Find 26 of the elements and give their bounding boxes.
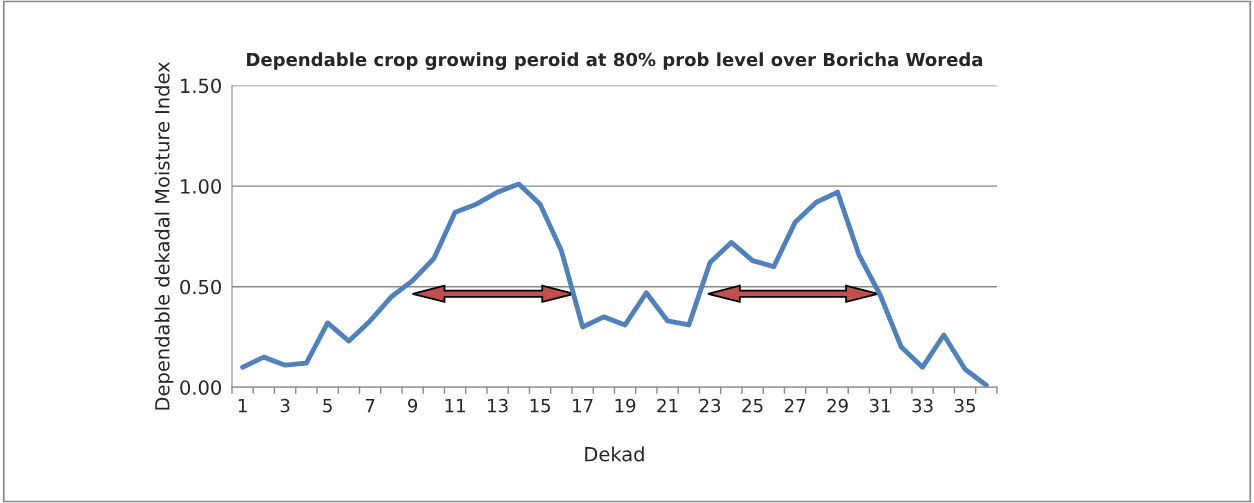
x-tick-label: 27 [784,398,806,413]
x-tick-label: 35 [954,398,975,413]
x-tick-label: 11 [445,398,465,413]
y-tick-label: 1.00 [181,179,221,194]
y-tick-label: 0.50 [180,279,221,295]
x-tick-label: 19 [615,398,636,413]
x-tick-label: 7 [365,398,375,413]
y-tick-label: 1.50 [181,78,221,94]
x-tick-label: 23 [699,398,721,413]
x-tick-label: 5 [323,398,332,413]
x-tick-label: 13 [488,398,508,413]
x-tick-label: 33 [912,398,933,413]
chart-title: Dependable crop growing peroid at 80% prob level over Boricha Woreda [247,52,983,70]
y-axis-title: Dependable dekadal Moisture Index [154,62,174,410]
x-tick-label: 9 [407,398,418,413]
x-tick-label: 17 [573,398,593,413]
x-tick-label: 25 [742,398,763,413]
x-tick-label: 31 [869,398,890,413]
y-tick-label: 0.00 [180,380,221,395]
x-tick-label: 29 [827,398,848,413]
x-axis-title: Dekad [585,446,644,462]
line-series [240,181,989,388]
x-tick-label: 3 [280,398,290,413]
x-tick-label: 21 [657,398,678,413]
x-tick-label: 1 [238,398,247,413]
x-tick-label: 15 [530,398,550,413]
